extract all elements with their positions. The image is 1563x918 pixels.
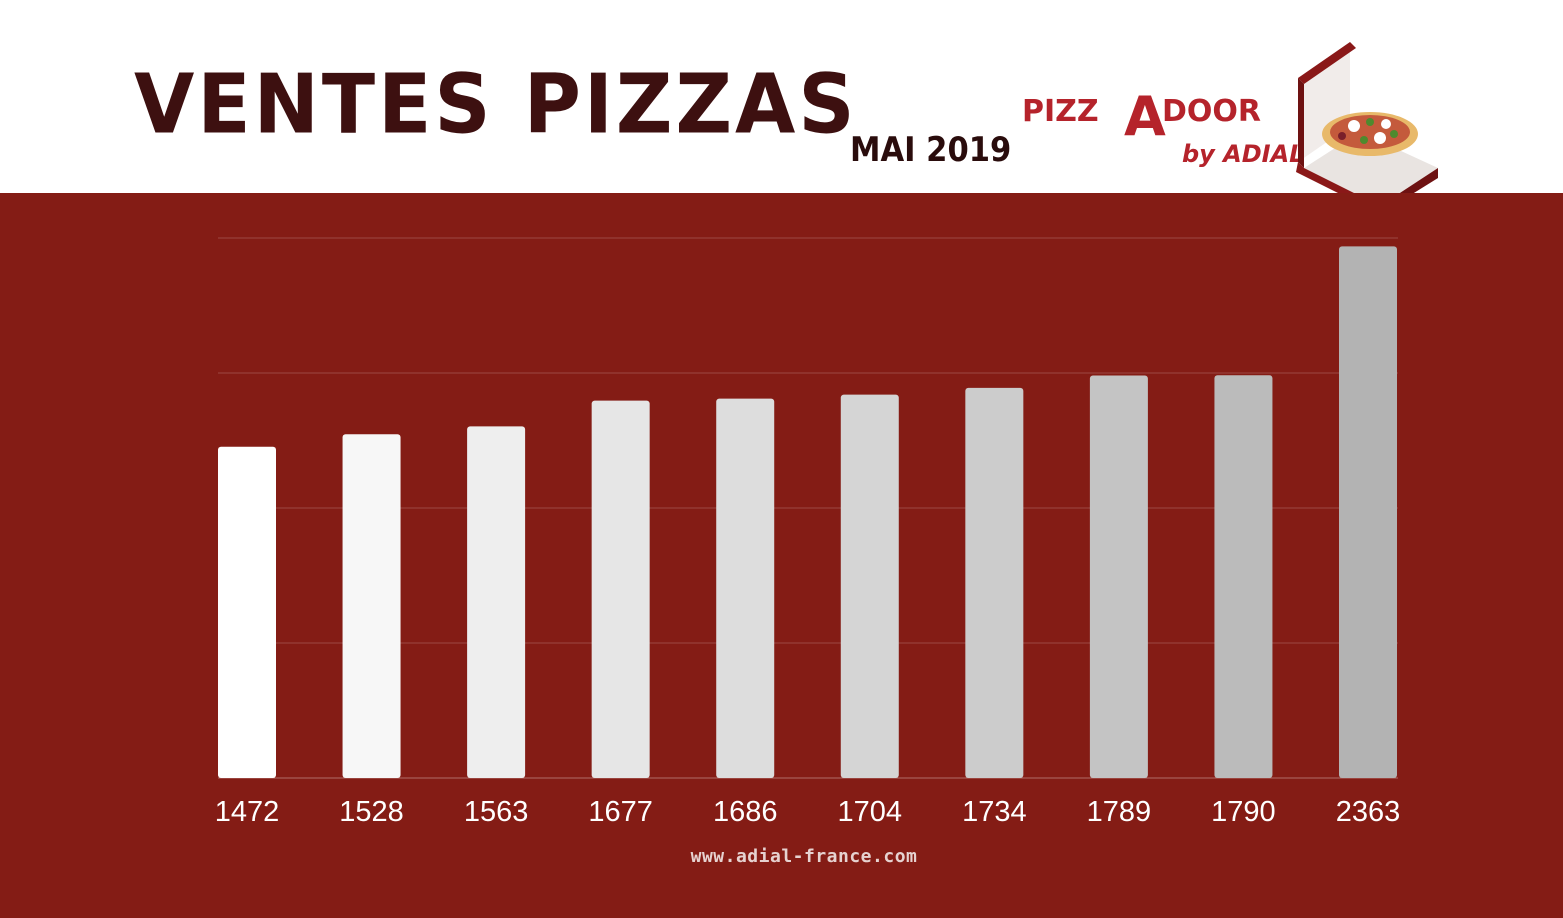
x-tick-label: 2363 (1336, 796, 1401, 828)
x-tick-label: 1704 (838, 796, 903, 828)
bars (218, 246, 1397, 778)
x-tick-label: 1677 (588, 796, 653, 828)
bar (1089, 375, 1148, 778)
bar (467, 426, 526, 778)
x-tick-label: 1528 (339, 796, 404, 828)
bar (965, 387, 1024, 778)
pizza-box-icon (1296, 42, 1438, 214)
bar (591, 400, 650, 778)
x-tick-label: 1686 (713, 796, 778, 828)
page-subtitle: MAI 2019 (850, 130, 1012, 170)
logo-text-pizz: PIZZ (1022, 94, 1099, 129)
x-tick-label: 1472 (215, 796, 280, 828)
bar (840, 394, 899, 778)
brand-logo: PIZZ A DOOR by ADIAL (1022, 42, 1438, 214)
x-tick-label: 1790 (1211, 796, 1276, 828)
x-tick-label: 1563 (464, 796, 529, 828)
website-url: www.adial-france.com (690, 846, 918, 867)
bar (1339, 246, 1397, 778)
logo-text-a: A (1124, 85, 1166, 148)
gridlines (218, 237, 1398, 779)
page-title: VENTES PIZZAS (134, 57, 858, 153)
x-tick-label: 1789 (1087, 796, 1152, 828)
bar-chart: 1472 1528 1563 1677 1686 1704 1734 1789 1790 2363 (215, 237, 1401, 828)
x-tick-labels: 1472 1528 1563 1677 1686 1704 1734 1789 1790 2363 (215, 796, 1401, 828)
bar (1214, 375, 1273, 778)
bar (716, 398, 775, 778)
logo-text-by: by ADIAL (1182, 140, 1304, 168)
logo-text-door: DOOR (1162, 94, 1261, 129)
x-tick-label: 1734 (962, 796, 1027, 828)
bar (342, 434, 401, 778)
bar (218, 446, 276, 778)
